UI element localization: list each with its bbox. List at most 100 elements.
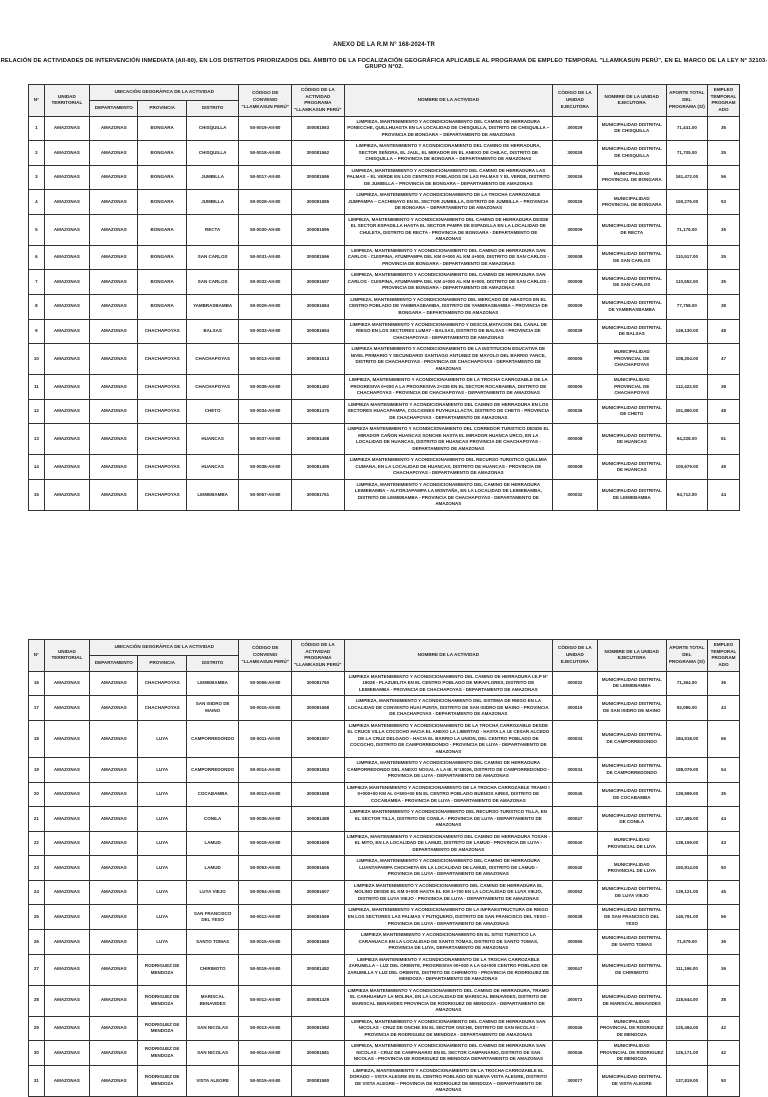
cell-dist: JUMBILLA [185, 164, 240, 191]
cell-ut: AMAZONAS [43, 164, 91, 191]
cell-n: 23 [28, 855, 45, 881]
cell-dep: AMAZONAS [89, 454, 139, 480]
cell-empleo: 56 [706, 164, 741, 191]
cell-aporte: 111,196.00 [665, 953, 708, 986]
cell-dep: AMAZONAS [89, 213, 139, 246]
cell-prov: CHACHAPOYAS [137, 398, 187, 425]
cell-act: 300081488 [291, 806, 345, 832]
table-row: 27 AMAZONAS AMAZONAS RODRIGUEZ DE MENDOZA CH… [28, 953, 741, 986]
table-row: 12 AMAZONAS AMAZONAS CHACHAPOYAS CHETO 50-003… [28, 398, 741, 425]
cell-prov: BONGARA [137, 115, 187, 142]
cell-act: 300081498 [291, 423, 345, 456]
cell-aporte: 184,518.00 [665, 719, 708, 759]
cell-ut: AMAZONAS [43, 757, 91, 783]
table-row: 5 AMAZONAS AMAZONAS BONGARA RECTA 50-0030-AII… [28, 213, 741, 246]
cell-act: 300081429 [291, 984, 345, 1017]
cell-cod_ue: 300008 [551, 454, 598, 480]
header-unidad-territorial: UNIDAD TERRITORIAL [43, 638, 91, 672]
header-codigo-unidad: CÓDIGO DE LA UNIDAD EJECUTORA [551, 638, 598, 672]
cell-act: 300081760 [291, 670, 345, 697]
cell-dist: COCABAMBA [185, 781, 240, 808]
header-departamento: DEPARTAMENTO [89, 99, 139, 117]
cell-aporte: 110,552.00 [665, 269, 708, 295]
cell-act: 300081761 [291, 478, 345, 511]
cell-aporte: 77,758.00 [665, 293, 708, 320]
cell-n: 25 [28, 904, 45, 931]
header-nombre-actividad: NOMBRE DE LA ACTIVIDAD [343, 84, 553, 117]
cell-cod_ue: 300077 [551, 1064, 598, 1097]
cell-act: 300081492 [291, 374, 345, 400]
cell-dep: AMAZONAS [89, 1064, 139, 1097]
cell-conv: 50-0037-AII-80 [238, 423, 293, 456]
cell-n: 5 [28, 213, 45, 246]
cell-nombre: LIMPIEZA, MANTENIMIENTO Y ACONDICIONAMIE… [343, 830, 553, 857]
cell-dist: LAMUD [185, 855, 240, 881]
table-row: 13 AMAZONAS AMAZONAS CHACHAPOYAS HUANCAS 50-0… [28, 423, 741, 456]
table-row: 22 AMAZONAS AMAZONAS LUYA LAMUD 50-0019-AII-8… [28, 830, 741, 857]
cell-dist: SANTO TOMAS [185, 929, 240, 955]
cell-dist: SAN NICOLAS [185, 1040, 240, 1066]
cell-conv: 50-0013-AII-80 [238, 1015, 293, 1042]
cell-prov: CHACHAPOYAS [137, 423, 187, 456]
cell-conv: 50-0030-AII-80 [238, 213, 293, 246]
cell-conv: 50-0014-AII-80 [238, 757, 293, 783]
cell-empleo: 42 [706, 1040, 741, 1066]
cell-ue: MUNICIPALIDAD DISTRITAL DE CHIRIMOTO [596, 953, 667, 986]
cell-ut: AMAZONAS [43, 695, 91, 721]
cell-ue: MUNICIPALIDAD DISTRITAL DE CHISQUILLA [596, 140, 667, 166]
cell-nombre: LIMPIEZA MANTENIMIENTO Y ACONDICIONAMIEN… [343, 318, 553, 345]
header-codigo-convenio: CÓDIGO DE CONVENIO "LLAMKASUN PERÚ" [238, 638, 293, 672]
table-row: 21 AMAZONAS AMAZONAS LUYA CONILA 50-0036-AII-… [28, 806, 741, 832]
cell-ut: AMAZONAS [43, 1040, 91, 1066]
cell-nombre: LIMPIEZA, MANTENIMIENTO Y ACONDICIONAMIE… [343, 189, 553, 215]
cell-aporte: 92,085.00 [665, 695, 708, 721]
cell-nombre: LIMPIEZA MANTENIMIENTO Y ACONDICIONAMIEN… [343, 343, 553, 376]
cell-conv: 50-0018-AII-80 [238, 140, 293, 166]
cell-dist: CAMPORREDONDO [185, 719, 240, 759]
cell-ut: AMAZONAS [43, 318, 91, 345]
table-row: 28 AMAZONAS AMAZONAS RODRIGUEZ DE MENDOZA MA… [28, 984, 741, 1017]
table-row: 26 AMAZONAS AMAZONAS LUYA SANTO TOMAS 50-0015… [28, 929, 741, 955]
cell-nombre: LIMPIEZA, MANTENIMIENTO Y ACONDICIONAMIE… [343, 269, 553, 295]
header-codigo-convenio: CÓDIGO DE CONVENIO "LLAMKASUN PERÚ" [238, 84, 293, 117]
cell-dep: AMAZONAS [89, 904, 139, 931]
cell-act: 300081581 [291, 1040, 345, 1066]
cell-cod_ue: 300008 [551, 423, 598, 456]
cell-prov: LUYA [137, 855, 187, 881]
cell-nombre: LIMPIEZA, MANTENIMIENTO Y ACONDICIONAMIE… [343, 695, 553, 721]
cell-n: 11 [28, 374, 45, 400]
table-row: 17 AMAZONAS AMAZONAS CHACHAPOYAS SAN ISIDRO … [28, 695, 741, 721]
table-row: 4 AMAZONAS AMAZONAS BONGARA JUMBILLA 50-0028-… [28, 189, 741, 215]
cell-dep: AMAZONAS [89, 929, 139, 955]
cell-ue: MUNICIPALIDAD PROVINCIAL DE BONGARA [596, 189, 667, 215]
cell-dep: AMAZONAS [89, 269, 139, 295]
cell-dist: SAN FRANCISCO DEL YESO [185, 904, 240, 931]
cell-n: 30 [28, 1040, 45, 1066]
cell-dist: SAN CARLOS [185, 244, 240, 271]
cell-dep: AMAZONAS [89, 1015, 139, 1042]
cell-n: 31 [28, 1064, 45, 1097]
table-row: 6 AMAZONAS AMAZONAS BONGARA SAN CARLOS 50-003… [28, 244, 741, 271]
cell-cod_ue: 300038 [551, 904, 598, 931]
cell-empleo: 56 [706, 904, 741, 931]
cell-act: 300081585 [291, 189, 345, 215]
header-aporte: APORTE TOTAL DEL PROGRAMA (S/) [665, 638, 708, 672]
header-nombre-unidad: NOMBRE DE LA UNIDAD EJECUTORA [596, 84, 667, 117]
cell-ue: MUNICIPALIDAD DISTRITAL DE YAMBRASBAMBA [596, 293, 667, 320]
cell-cod_ue: 300032 [551, 670, 598, 697]
cell-dep: AMAZONAS [89, 830, 139, 857]
cell-ue: MUNICIPALIDAD PROVINCIAL DE LUYA [596, 830, 667, 857]
table-row: 23 AMAZONAS AMAZONAS LUYA LAMUD 50-0053-AII-8… [28, 855, 741, 881]
cell-cod_ue: 300034 [551, 719, 598, 759]
cell-conv: 50-0019-AII-80 [238, 115, 293, 142]
cell-dist: CHISQUILLA [185, 140, 240, 166]
table-row: 16 AMAZONAS AMAZONAS CHACHAPOYAS LEIMEBAMBA 5… [28, 670, 741, 697]
cell-cod_ue: 300045 [551, 781, 598, 808]
cell-cod_ue: 300040 [551, 855, 598, 881]
cell-aporte: 151,860.00 [665, 398, 708, 425]
header-num: N° [28, 84, 45, 117]
cell-ut: AMAZONAS [43, 115, 91, 142]
cell-ue: MUNICIPALIDAD PROVINCIAL DE LUYA [596, 855, 667, 881]
header-num: N° [28, 638, 45, 672]
cell-prov: LUYA [137, 879, 187, 906]
